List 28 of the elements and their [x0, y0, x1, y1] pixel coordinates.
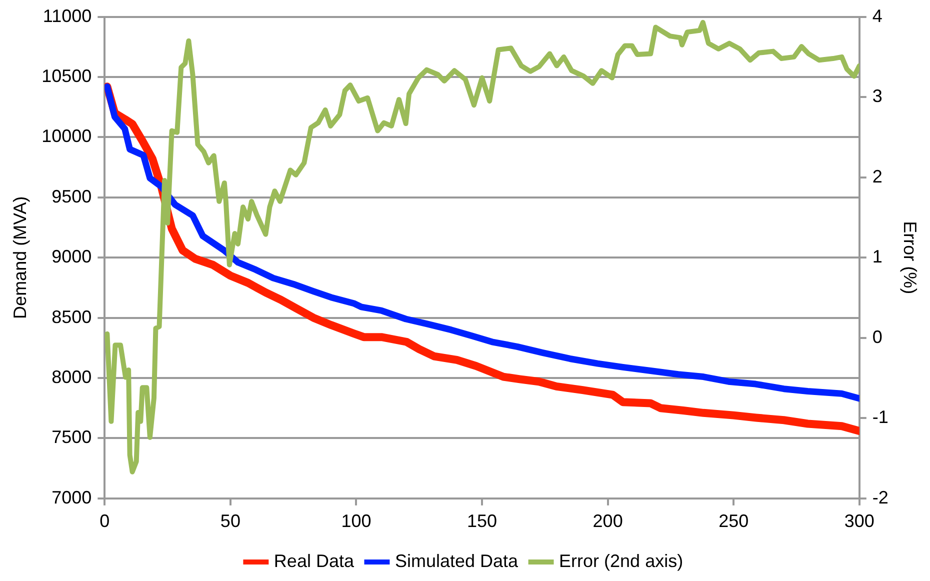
y2-tick-label: -1: [872, 407, 888, 428]
x-tick-label: 300: [844, 511, 874, 532]
y-tick-label: 8500: [52, 306, 92, 327]
y-tick-label: 11000: [42, 6, 92, 26]
x-tick-label: 200: [592, 511, 623, 532]
y2-tick-label: 1: [872, 246, 882, 267]
legend-label: Error (2nd axis): [559, 550, 684, 571]
y2-tick-label: 0: [872, 326, 882, 347]
x-tick-label: 50: [220, 511, 240, 532]
legend-label: Real Data: [274, 550, 355, 571]
y2-tick-label: 2: [872, 166, 882, 186]
x-tick-label: 250: [718, 511, 749, 532]
y2-axis-title: Error (%): [900, 221, 920, 294]
y-tick-label: 8000: [52, 366, 92, 387]
legend-label: Simulated Data: [394, 550, 520, 571]
y-tick-label: 7500: [52, 427, 92, 448]
y-tick-label: 9000: [52, 246, 92, 267]
y-axis-title: Demand (MVA): [10, 196, 30, 319]
y2-tick-label: 3: [872, 86, 882, 106]
x-tick-label: 100: [341, 511, 372, 532]
x-tick-label: 0: [100, 511, 110, 532]
y-tick-label: 9500: [52, 186, 92, 206]
y-tick-label: 7000: [52, 487, 92, 508]
y-tick-label: 10500: [42, 66, 92, 86]
x-tick-label: 150: [467, 511, 498, 532]
y2-tick-label: 4: [872, 6, 882, 26]
y-tick-label: 10000: [42, 126, 92, 146]
y2-tick-label: -2: [872, 487, 888, 508]
